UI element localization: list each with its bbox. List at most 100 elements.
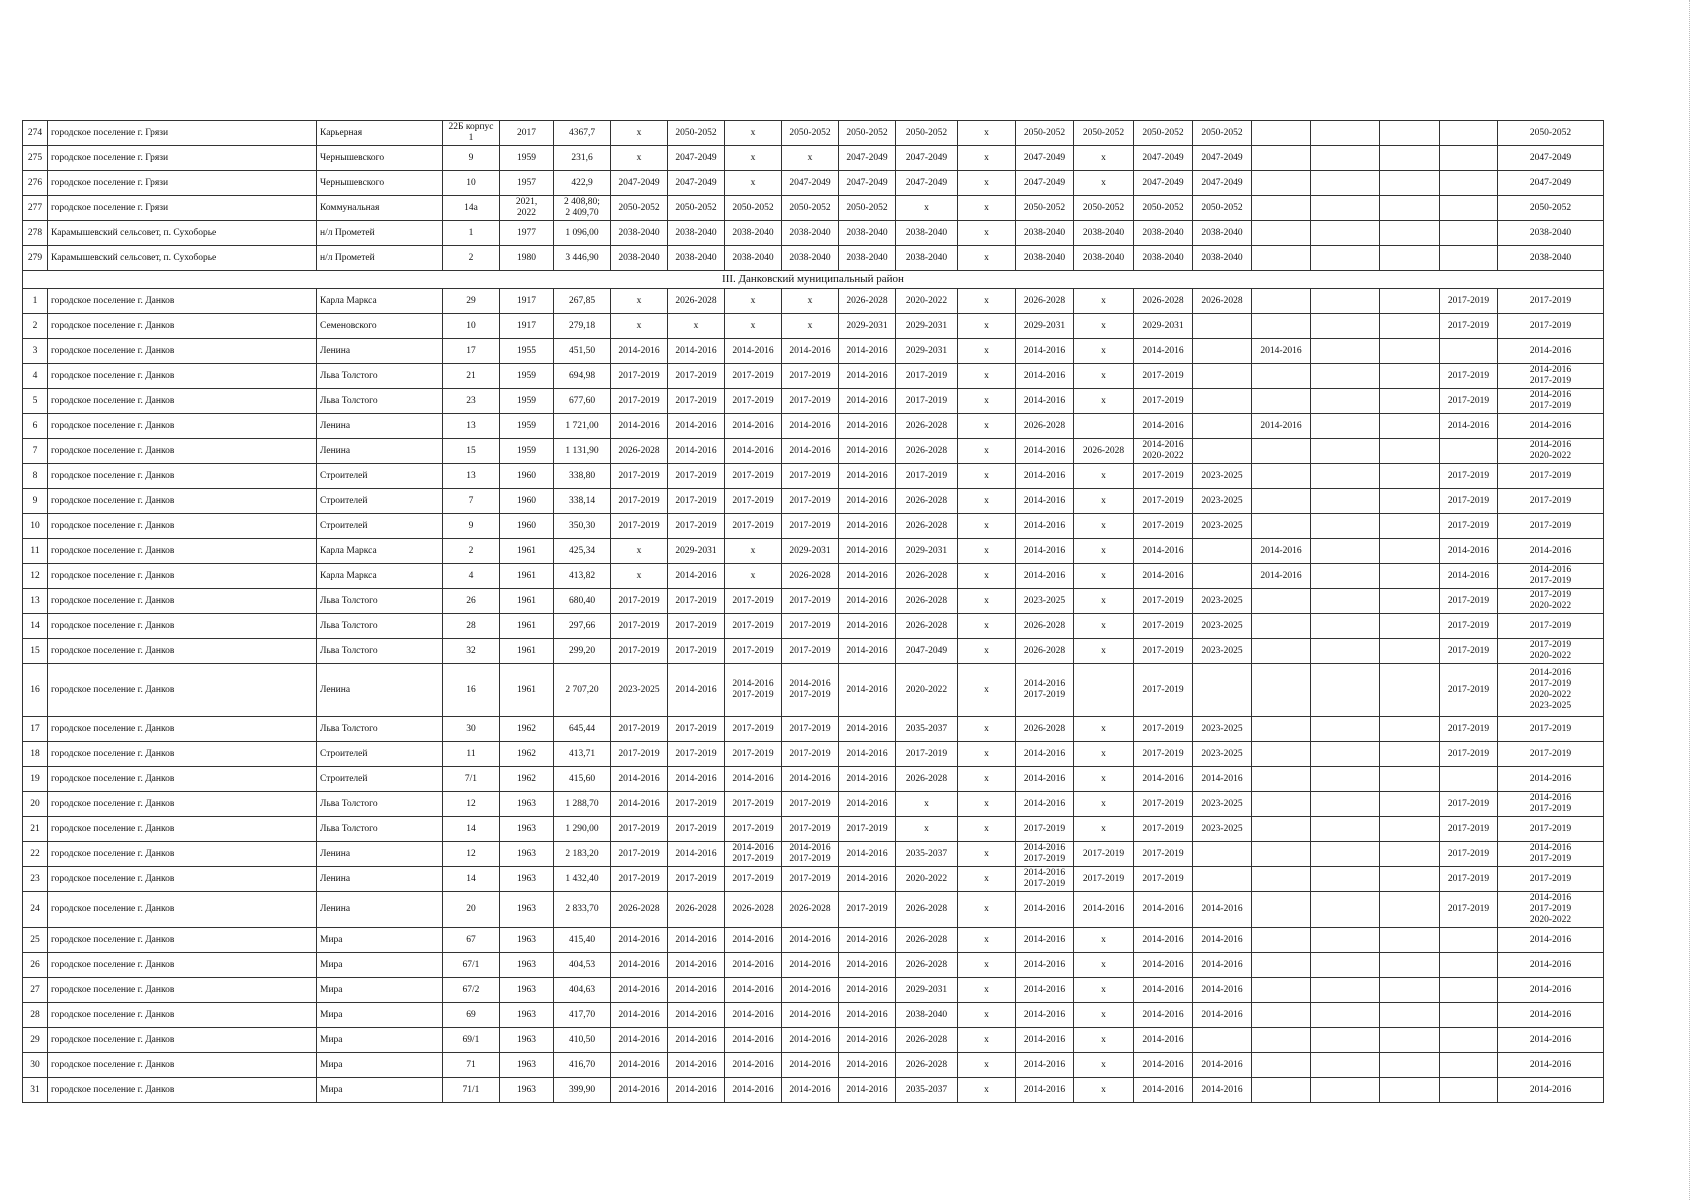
schedule-period-cell: 2014-2016 <box>838 952 896 978</box>
year-built-cell: 1977 <box>499 220 554 246</box>
year-built-cell: 1959 <box>499 438 554 464</box>
schedule-period-cell: 2029-2031 <box>838 313 896 339</box>
schedule-period-cell <box>1379 977 1440 1003</box>
street-cell: Льва Толстого <box>316 588 443 614</box>
schedule-period-cell <box>1379 513 1440 539</box>
total-area-cell: 404,63 <box>553 977 611 1003</box>
house-number-cell: 30 <box>442 716 500 742</box>
year-built-cell: 1962 <box>499 716 554 742</box>
house-number-cell: 2 <box>442 245 500 271</box>
schedule-period-cell: x <box>895 791 958 817</box>
schedule-period-cell: 2050-2052 <box>895 120 958 146</box>
schedule-period-cell <box>1439 952 1498 978</box>
schedule-period-cell <box>1310 313 1380 339</box>
schedule-period-cell <box>1251 613 1311 639</box>
schedule-period-cell: 2014-2016 2017-2019 2020-2022 <box>1497 891 1604 928</box>
schedule-period-cell: 2017-2019 <box>667 866 725 892</box>
municipality-cell: городское поселение г. Данков <box>47 313 317 339</box>
table-row: 15 городское поселение г. Данков Льва Толс… <box>22 638 1604 664</box>
total-area-cell: 417,70 <box>553 1002 611 1028</box>
schedule-period-cell: 2014-2016 <box>781 338 839 364</box>
total-area-cell: 2 408,80; 2 409,70 <box>553 195 611 221</box>
schedule-period-cell: 2017-2019 <box>1439 463 1498 489</box>
municipality-cell: городское поселение г. Данков <box>47 438 317 464</box>
schedule-period-cell: 2014-2016 <box>838 463 896 489</box>
schedule-period-cell: x <box>957 716 1016 742</box>
row-number-cell: 24 <box>22 891 48 928</box>
street-cell: Карьерная <box>316 120 443 146</box>
schedule-period-cell <box>1310 363 1380 389</box>
row-number-cell: 14 <box>22 613 48 639</box>
municipality-cell: городское поселение г. Данков <box>47 638 317 664</box>
schedule-period-cell: 2038-2040 <box>895 1002 958 1028</box>
schedule-period-cell: 2026-2028 <box>1133 288 1193 314</box>
street-cell: Ленина <box>316 891 443 928</box>
schedule-period-cell: 2014-2016 <box>838 338 896 364</box>
year-built-cell: 1963 <box>499 816 554 842</box>
schedule-period-cell: 2014-2016 <box>1192 927 1252 953</box>
total-area-cell: 1 290,00 <box>553 816 611 842</box>
schedule-period-cell: 2029-2031 <box>895 538 958 564</box>
schedule-period-cell: 2014-2016 <box>1015 891 1074 928</box>
municipality-cell: городское поселение г. Данков <box>47 588 317 614</box>
table-row: 6 городское поселение г. Данков Ленина 13 19… <box>22 413 1604 439</box>
municipality-cell: Карамышевский сельсовет, п. Сухоборье <box>47 220 317 246</box>
schedule-period-cell: 2014-2016 <box>1192 952 1252 978</box>
schedule-period-cell: 2017-2019 <box>1133 613 1193 639</box>
schedule-period-cell: 2047-2049 <box>1192 170 1252 196</box>
table-row: 18 городское поселение г. Данков Строителе… <box>22 741 1604 767</box>
total-area-cell: 399,90 <box>553 1077 611 1103</box>
schedule-period-cell <box>1310 663 1380 717</box>
schedule-period-cell: 2017-2019 <box>724 741 782 767</box>
schedule-period-cell: 2014-2016 <box>1497 1077 1604 1103</box>
schedule-period-cell: 2014-2016 2017-2019 <box>1015 841 1074 867</box>
schedule-period-cell: 2014-2016 <box>838 841 896 867</box>
house-number-cell: 32 <box>442 638 500 664</box>
year-built-cell: 2021, 2022 <box>499 195 554 221</box>
schedule-period-cell <box>1379 927 1440 953</box>
house-number-cell: 9 <box>442 513 500 539</box>
schedule-period-cell <box>1379 952 1440 978</box>
year-built-cell: 1980 <box>499 245 554 271</box>
schedule-period-cell: 2014-2016 <box>838 741 896 767</box>
total-area-cell: 2 707,20 <box>553 663 611 717</box>
schedule-period-cell: 2014-2016 <box>1015 741 1074 767</box>
schedule-period-cell: 2017-2019 <box>724 638 782 664</box>
schedule-period-cell: x <box>781 288 839 314</box>
schedule-period-cell: 2014-2016 <box>838 513 896 539</box>
schedule-period-cell: 2050-2052 <box>610 195 668 221</box>
schedule-period-cell: x <box>724 538 782 564</box>
street-cell: Коммунальная <box>316 195 443 221</box>
row-number-cell: 4 <box>22 363 48 389</box>
schedule-period-cell: 2014-2016 <box>838 663 896 717</box>
total-area-cell: 338,14 <box>553 488 611 514</box>
schedule-period-cell: 2014-2016 <box>1439 563 1498 589</box>
schedule-period-cell: x <box>957 841 1016 867</box>
schedule-period-cell: 2017-2019 <box>724 613 782 639</box>
schedule-period-cell: 2017-2019 <box>610 488 668 514</box>
schedule-period-cell: 2014-2016 <box>610 766 668 792</box>
house-number-cell: 7 <box>442 488 500 514</box>
schedule-period-cell: x <box>1073 170 1134 196</box>
schedule-period-cell: 2017-2019 <box>1439 288 1498 314</box>
street-cell: Льва Толстого <box>316 716 443 742</box>
schedule-period-cell: 2014-2016 <box>781 952 839 978</box>
schedule-period-cell: 2014-2016 2020-2022 <box>1133 438 1193 464</box>
municipality-cell: городское поселение г. Данков <box>47 513 317 539</box>
schedule-period-cell: x <box>781 313 839 339</box>
schedule-period-cell: 2038-2040 <box>895 220 958 246</box>
schedule-period-cell: 2017-2019 <box>1439 363 1498 389</box>
total-area-cell: 645,44 <box>553 716 611 742</box>
schedule-period-cell: 2050-2052 <box>667 120 725 146</box>
schedule-period-cell: x <box>957 791 1016 817</box>
schedule-period-cell <box>1379 195 1440 221</box>
schedule-period-cell: 2017-2019 <box>781 741 839 767</box>
schedule-period-cell: 2017-2019 <box>610 638 668 664</box>
schedule-period-cell <box>1310 741 1380 767</box>
table-row: 23 городское поселение г. Данков Ленина 14 1… <box>22 866 1604 892</box>
schedule-period-cell <box>1379 791 1440 817</box>
schedule-period-cell: 2014-2016 <box>1015 438 1074 464</box>
municipality-cell: Карамышевский сельсовет, п. Сухоборье <box>47 245 317 271</box>
schedule-period-cell: 2050-2052 <box>781 195 839 221</box>
schedule-period-cell: x <box>1073 538 1134 564</box>
